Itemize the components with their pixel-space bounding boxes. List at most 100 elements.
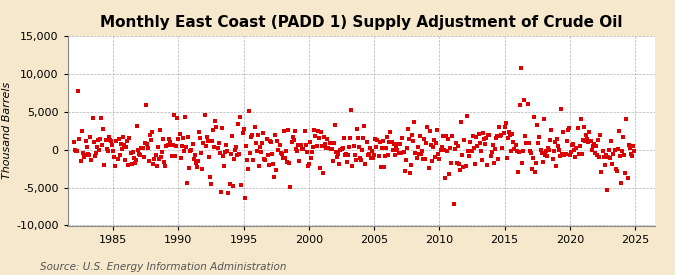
Point — [123, 163, 134, 167]
Point — [549, 139, 560, 144]
Point — [400, 157, 411, 162]
Point — [232, 153, 242, 157]
Point — [318, 170, 329, 175]
Point — [523, 141, 534, 145]
Point — [433, 152, 443, 156]
Point — [320, 142, 331, 147]
Point — [259, 157, 270, 161]
Point — [242, 158, 252, 162]
Point — [603, 148, 614, 152]
Point — [387, 148, 398, 153]
Point — [293, 142, 304, 147]
Point — [147, 130, 158, 134]
Point — [209, 144, 219, 149]
Point — [219, 164, 230, 168]
Point — [315, 166, 325, 170]
Point — [460, 163, 471, 168]
Point — [225, 152, 236, 156]
Point — [466, 149, 477, 154]
Point — [87, 116, 98, 120]
Point — [287, 135, 298, 139]
Point — [160, 164, 171, 169]
Point — [547, 157, 558, 161]
Point — [363, 152, 374, 156]
Point — [156, 155, 167, 159]
Point — [455, 168, 466, 172]
Point — [450, 141, 461, 145]
Point — [470, 162, 481, 166]
Point — [315, 130, 326, 134]
Point — [409, 120, 420, 124]
Point — [375, 164, 386, 169]
Point — [362, 153, 373, 158]
Point — [101, 146, 112, 151]
Point — [323, 146, 334, 150]
Point — [596, 170, 607, 175]
Point — [562, 128, 573, 133]
Point — [78, 151, 88, 155]
Point — [591, 144, 601, 148]
Point — [144, 159, 155, 164]
Point — [469, 145, 480, 150]
Point — [272, 139, 283, 144]
Point — [561, 139, 572, 143]
Point — [269, 175, 279, 180]
Point — [185, 149, 196, 153]
Point — [340, 152, 351, 156]
Point — [251, 149, 262, 153]
Point — [201, 135, 212, 139]
Point — [149, 157, 160, 161]
Point — [477, 130, 488, 135]
Point — [210, 119, 221, 123]
Point — [331, 150, 342, 154]
Point — [446, 161, 457, 165]
Point — [194, 130, 205, 134]
Point — [556, 107, 566, 111]
Point — [217, 126, 227, 130]
Point — [580, 139, 591, 144]
Point — [244, 109, 254, 113]
Point — [192, 164, 202, 169]
Point — [78, 154, 89, 159]
Point — [585, 139, 596, 143]
Point — [301, 149, 312, 154]
Point — [173, 137, 184, 142]
Point — [381, 145, 392, 150]
Point — [623, 142, 634, 147]
Point — [505, 133, 516, 137]
Point — [402, 146, 412, 150]
Point — [306, 155, 317, 160]
Point — [484, 132, 495, 137]
Point — [404, 171, 415, 175]
Point — [580, 133, 591, 138]
Point — [111, 139, 122, 143]
Point — [236, 182, 247, 187]
Point — [333, 152, 344, 157]
Point — [512, 170, 523, 174]
Point — [628, 144, 639, 148]
Point — [429, 138, 439, 142]
Point — [599, 163, 610, 167]
Point — [434, 157, 445, 161]
Point — [74, 137, 85, 142]
Point — [507, 132, 518, 136]
Point — [558, 130, 569, 134]
Point — [567, 143, 578, 147]
Point — [392, 148, 402, 152]
Point — [311, 144, 322, 148]
Point — [534, 134, 545, 139]
Point — [215, 151, 225, 155]
Point — [288, 138, 299, 142]
Point — [80, 139, 91, 144]
Point — [169, 154, 180, 158]
Point — [279, 128, 290, 133]
Point — [500, 125, 510, 130]
Point — [277, 156, 288, 161]
Point — [246, 135, 256, 139]
Point — [103, 135, 114, 140]
Point — [489, 161, 500, 166]
Point — [569, 148, 580, 152]
Point — [619, 153, 630, 157]
Point — [359, 124, 370, 128]
Point — [624, 146, 635, 150]
